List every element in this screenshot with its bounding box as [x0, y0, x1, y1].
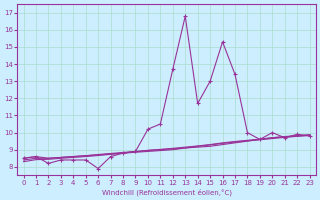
- X-axis label: Windchill (Refroidissement éolien,°C): Windchill (Refroidissement éolien,°C): [101, 188, 232, 196]
